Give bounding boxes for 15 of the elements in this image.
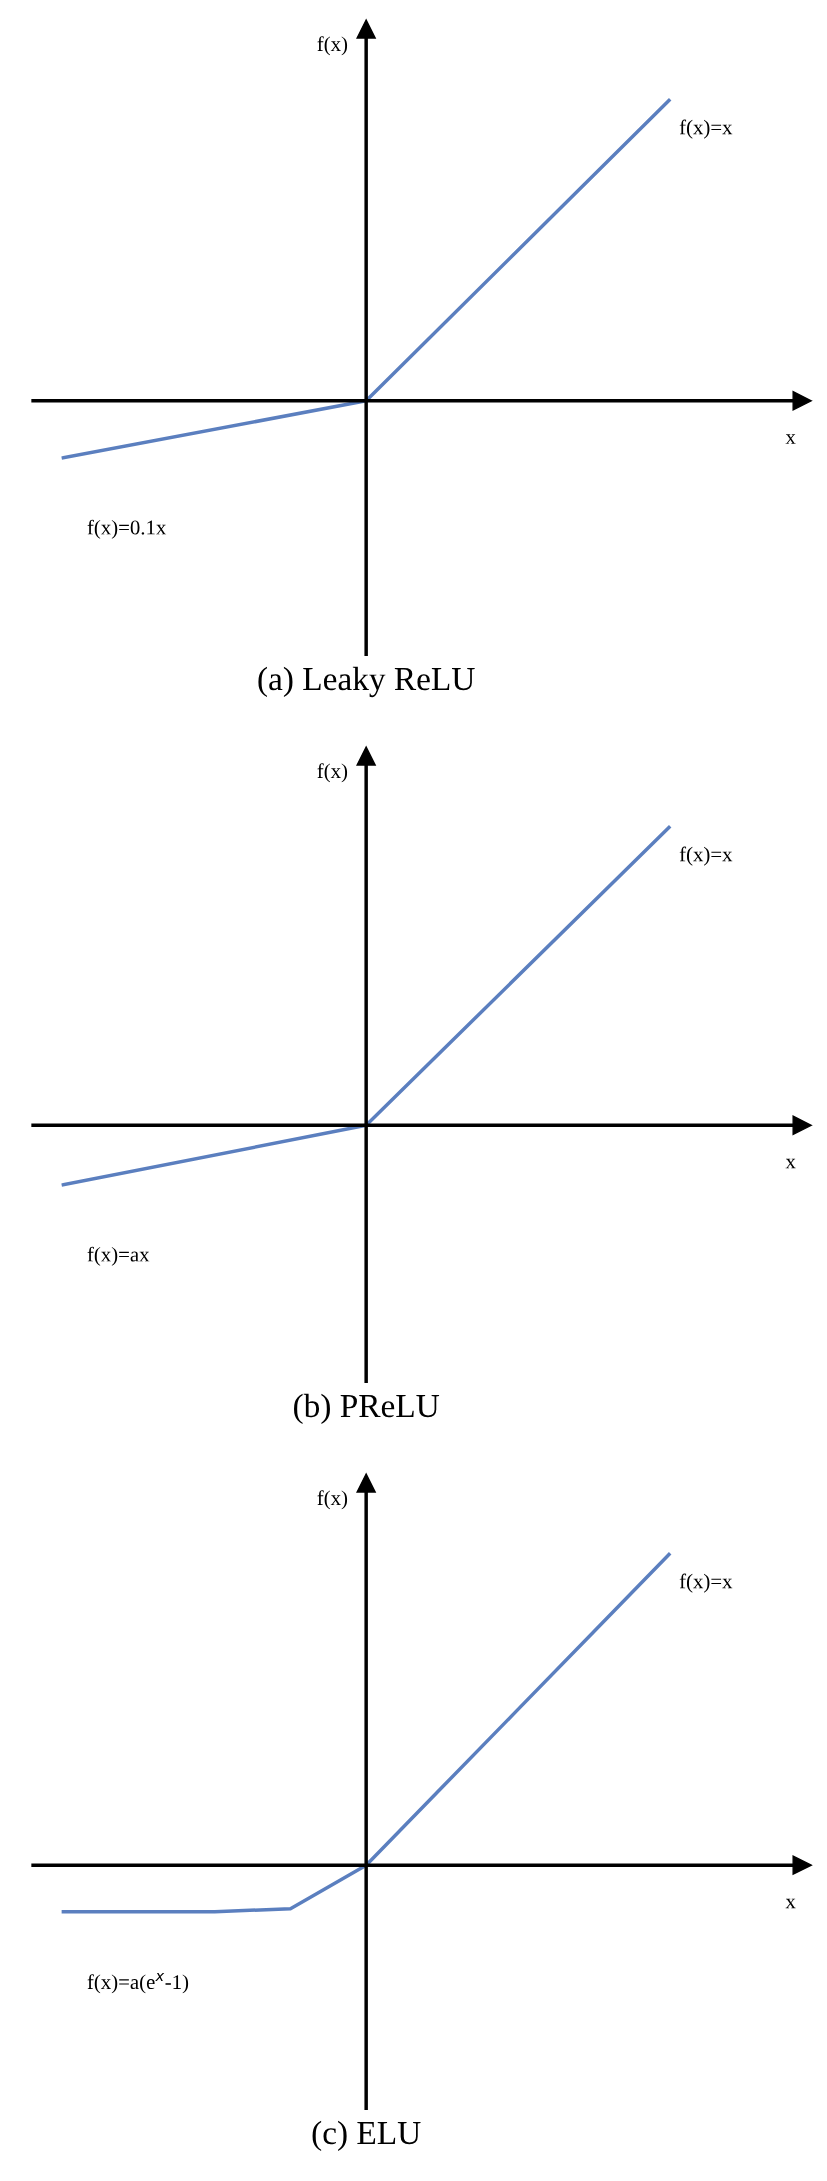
text: f(x)=0.1x [87, 519, 167, 539]
x-axis-title: x [785, 1898, 796, 1909]
y-axis-title: f(x) [317, 763, 348, 783]
annotation: f(x)=x [679, 846, 733, 866]
y-axis-title: f(x) [317, 36, 348, 56]
text: f(x)=a(e$^{x}$-1) [87, 1972, 189, 1994]
x-axis-title: x [785, 434, 796, 444]
text: (b) PReLU [294, 1393, 440, 1425]
y-axis-title: f(x) [317, 1490, 348, 1510]
annotation: f(x)=x [679, 1573, 733, 1593]
text: (c) ELU [312, 2120, 421, 2152]
x-axis-title: x [785, 1158, 796, 1169]
text: f(x)=ax [87, 1246, 150, 1266]
annotation: f(x)=x [679, 119, 733, 139]
text: (a) Leaky ReLU [258, 666, 475, 698]
